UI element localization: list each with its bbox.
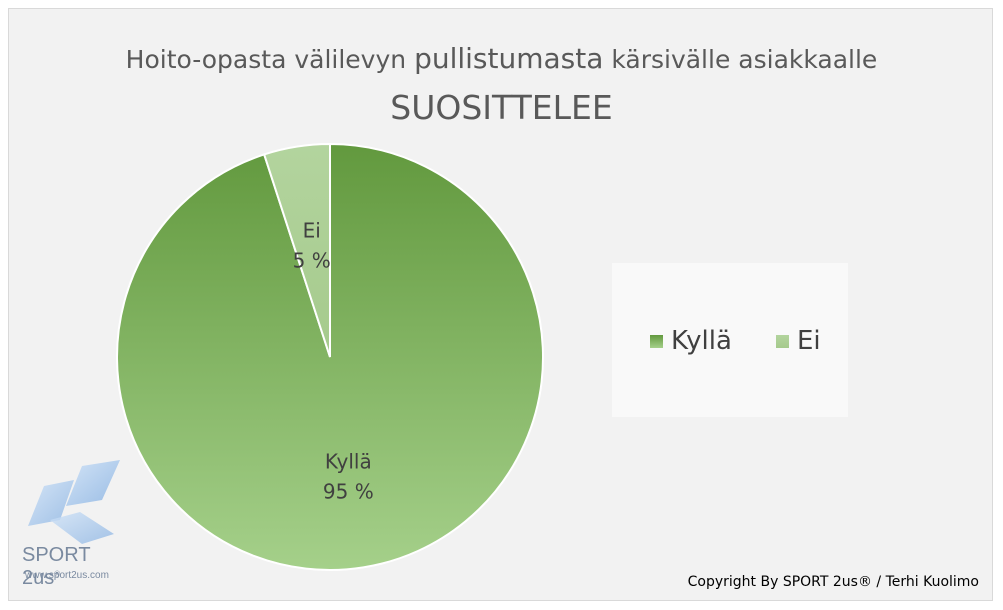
chart-title: Hoito-opasta välilevyn pullistumasta kär… xyxy=(125,42,878,75)
legend-item-ei: Ei xyxy=(776,326,821,356)
logo-shapes-icon xyxy=(28,460,120,544)
legend-swatch-kylla xyxy=(650,334,663,348)
legend-item-kylla: Kyllä xyxy=(650,326,732,356)
data-label-value-1: 5 % xyxy=(293,248,331,272)
copyright-text: Copyright By SPORT 2us® / Terhi Kuolimo xyxy=(687,574,979,590)
pie-slice-ei xyxy=(262,142,331,358)
legend: Kyllä Ei xyxy=(612,263,848,417)
legend-swatch-ei xyxy=(776,334,789,348)
legend-label-ei: Ei xyxy=(797,326,821,356)
data-label-value-0: 95 % xyxy=(323,480,374,504)
data-label-category-1: Ei xyxy=(303,218,321,242)
chart-subtitle: SUOSITTELEE xyxy=(390,88,613,127)
logo-name: SPORT 2us® xyxy=(22,544,91,589)
logo-url: www.sport2us.com xyxy=(25,570,109,581)
sport2us-logo: SPORT 2us® www.sport2us.com xyxy=(22,458,126,589)
legend-label-kylla: Kyllä xyxy=(671,326,732,356)
data-label-category-0: Kyllä xyxy=(325,450,372,474)
